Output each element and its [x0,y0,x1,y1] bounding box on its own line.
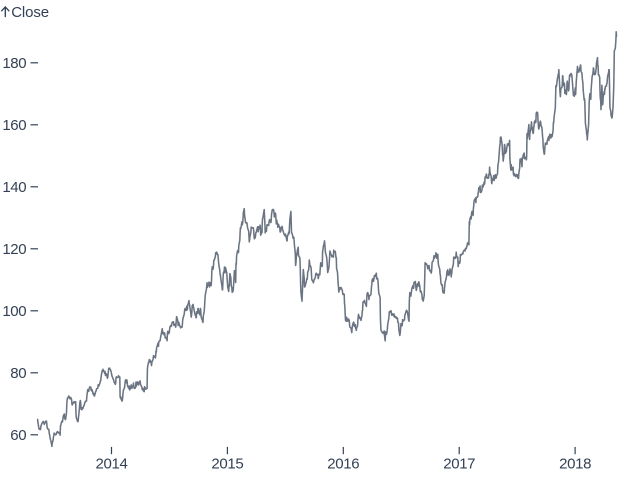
svg-text:2017: 2017 [443,455,475,472]
svg-text:140: 140 [2,179,26,196]
svg-text:2015: 2015 [211,455,243,472]
svg-text:160: 160 [2,117,26,134]
svg-text:180: 180 [2,55,26,72]
svg-text:Close: Close [11,4,49,21]
svg-text:2016: 2016 [327,455,359,472]
svg-text:2018: 2018 [559,455,591,472]
svg-text:80: 80 [10,365,26,382]
svg-text:60: 60 [10,427,26,444]
svg-text:120: 120 [2,241,26,258]
svg-text:2014: 2014 [96,455,128,472]
svg-text:100: 100 [2,303,26,320]
